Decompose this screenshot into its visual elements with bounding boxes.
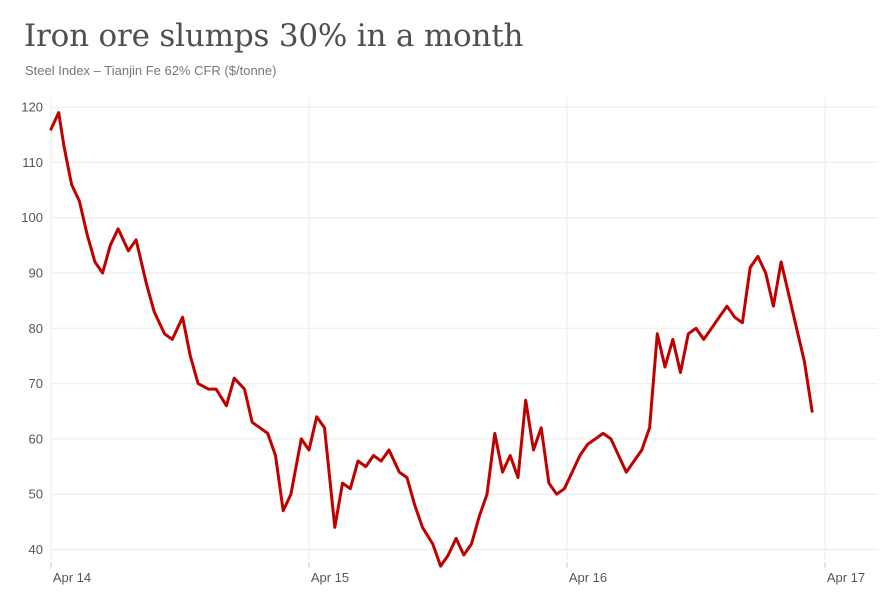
x-tick-label: Apr 15 <box>311 570 349 585</box>
x-axis: Apr 14 Apr 15 Apr 16 Apr 17 <box>50 562 865 585</box>
x-tick-label: Apr 17 <box>827 570 865 585</box>
series-layer <box>49 111 814 568</box>
y-tick-label: 90 <box>29 266 43 281</box>
chart-subtitle: Steel Index – Tianjin Fe 62% CFR ($/tonn… <box>25 63 277 78</box>
y-tick-label: 50 <box>29 487 43 502</box>
y-tick-label: 80 <box>29 321 43 336</box>
y-axis: 40 50 60 70 80 90 100 110 120 <box>21 100 43 557</box>
grid-layer <box>50 97 878 560</box>
y-tick-label: 110 <box>22 155 43 170</box>
series-line-0 <box>49 111 814 568</box>
y-tick-label: 100 <box>21 210 43 225</box>
y-tick-label: 70 <box>29 376 43 391</box>
y-tick-label: 120 <box>21 100 43 115</box>
y-tick-label: 40 <box>29 542 43 557</box>
x-tick-label: Apr 14 <box>53 570 91 585</box>
x-tick-label: Apr 16 <box>569 570 607 585</box>
y-tick-label: 60 <box>29 431 43 446</box>
chart-title: Iron ore slumps 30% in a month <box>24 18 524 54</box>
